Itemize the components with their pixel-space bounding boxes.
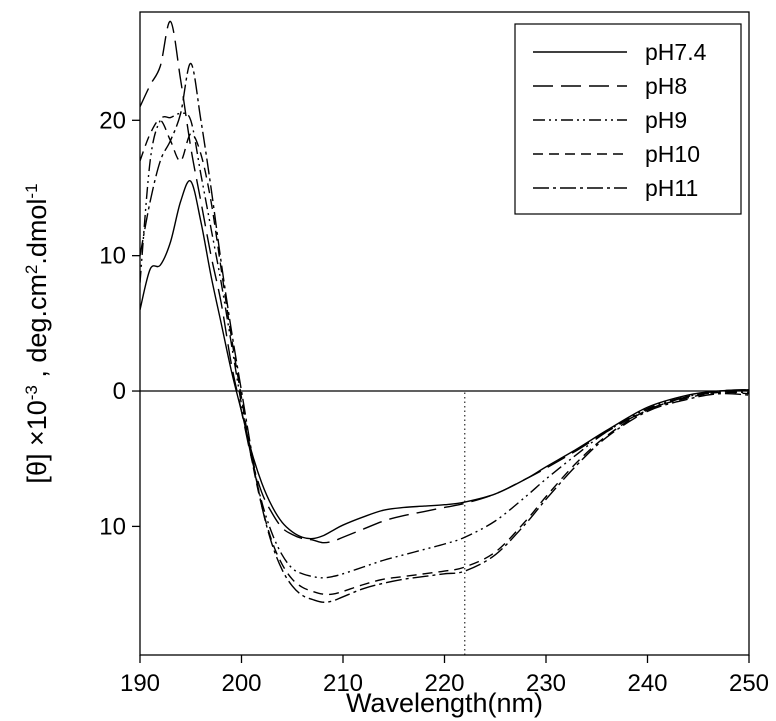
reference-lines [140, 390, 749, 655]
y-axis-title-exp1: -3 [22, 385, 41, 400]
y-axis-title-exp3: -1 [22, 183, 41, 198]
legend: pH7.4 pH8 pH9 pH10 pH11 [514, 23, 742, 215]
x-tick-label: 250 [729, 670, 769, 697]
series-line-ph10 [140, 119, 749, 596]
legend-label: pH11 [645, 175, 698, 201]
legend-label: pH8 [645, 73, 687, 99]
y-axis-title-end: .dmol [22, 199, 52, 265]
x-tick-label: 240 [627, 670, 667, 697]
series-line-ph9 [140, 112, 749, 579]
y-tick-label: 20 [99, 107, 126, 134]
y-tick-label: 10 [99, 243, 126, 270]
legend-label: pH10 [645, 141, 700, 167]
x-tick-label: 190 [120, 670, 160, 697]
axis-ticks: 190 200 210 220 230 240 250 10 0 10 20 [99, 107, 769, 697]
x-tick-label: 230 [526, 670, 566, 697]
series-line-ph8 [140, 20, 749, 544]
series-line-ph11 [140, 62, 749, 603]
x-tick-label: 210 [323, 670, 363, 697]
y-tick-label: 10 [99, 513, 126, 540]
series-layer [140, 20, 749, 603]
legend-label: pH7.4 [645, 39, 707, 65]
x-tick-label: 220 [424, 670, 464, 697]
series-line-ph7-4 [140, 179, 749, 540]
y-axis-title-main: [θ] ×10 [22, 400, 52, 483]
legend-box [514, 23, 742, 215]
y-axis-title-mid: , deg.cm [22, 274, 52, 385]
legend-label: pH9 [645, 107, 687, 133]
y-axis-title-exp2: 2 [22, 265, 41, 274]
y-tick-label: 0 [113, 378, 126, 405]
x-tick-label: 200 [221, 670, 261, 697]
y-axis-title: [θ] ×10-3 , deg.cm2.dmol-1 [22, 183, 53, 483]
x-axis-title: Wavelength(nm) [346, 688, 543, 718]
